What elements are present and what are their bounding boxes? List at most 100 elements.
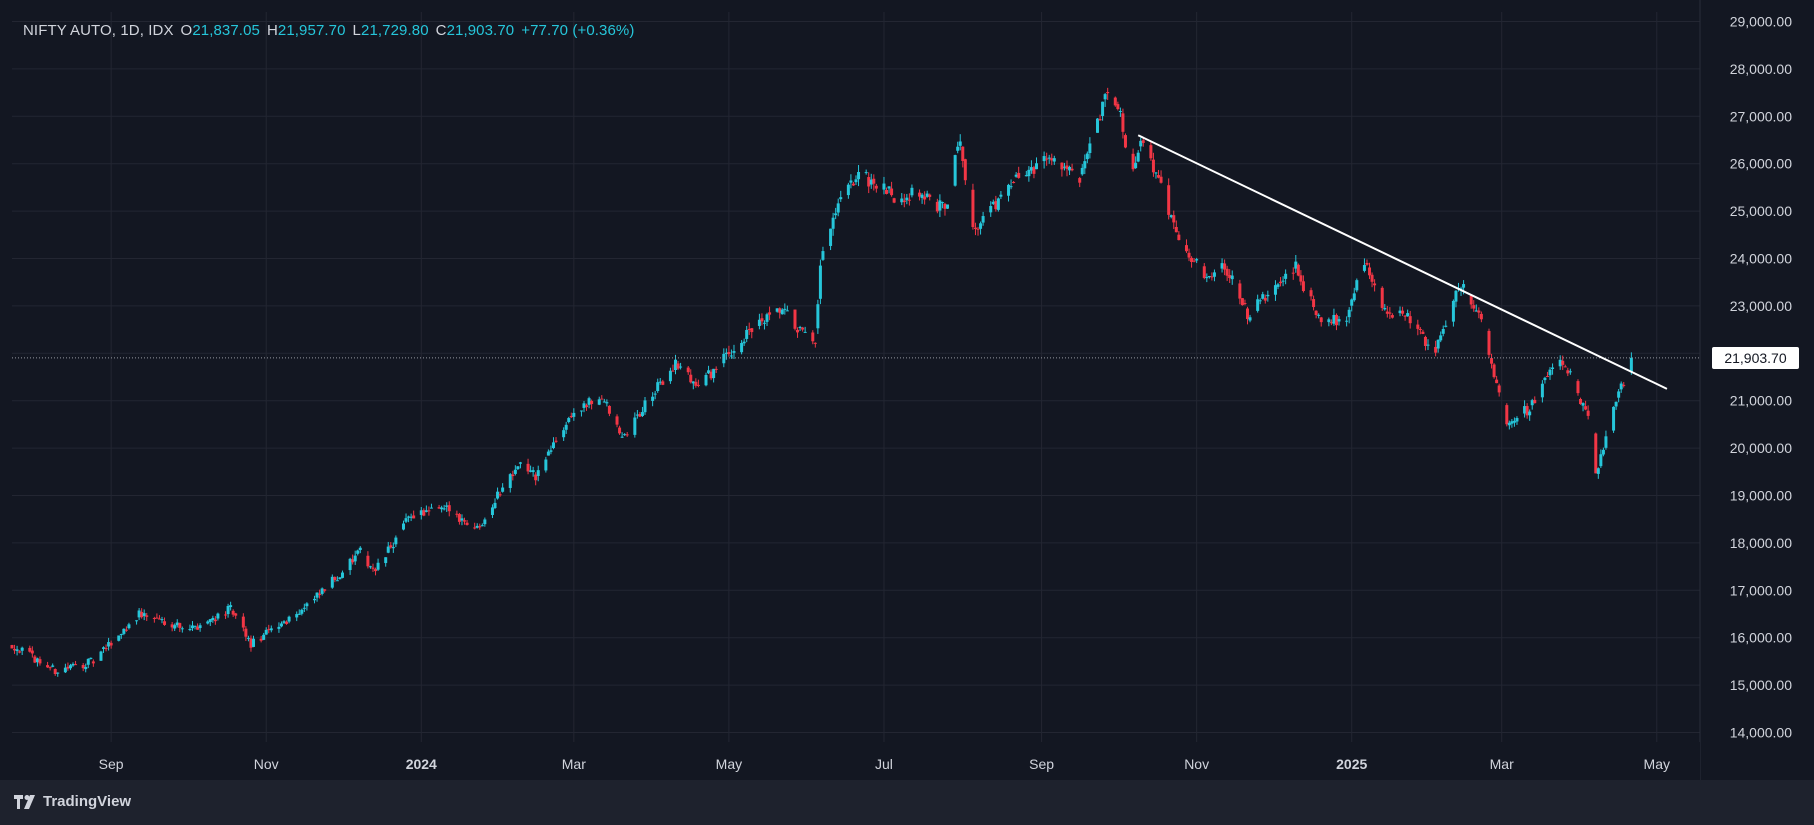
time-tick-label: Jul	[875, 756, 893, 772]
candle	[900, 193, 904, 206]
candle	[394, 535, 398, 548]
candle-body	[216, 613, 220, 619]
candle-body	[625, 434, 629, 436]
candle	[234, 612, 238, 619]
candle-body	[333, 576, 337, 581]
candle	[996, 197, 1000, 212]
candle-body	[1294, 261, 1298, 269]
candle	[615, 414, 619, 428]
candle	[412, 510, 416, 519]
candle	[1202, 263, 1206, 280]
candle-body	[498, 494, 502, 496]
candle-body	[1169, 215, 1173, 218]
candle	[625, 431, 629, 437]
candle-body	[340, 572, 344, 578]
candle	[1332, 308, 1336, 326]
candle-body	[163, 621, 167, 625]
candle	[846, 182, 850, 199]
candle-body	[516, 466, 520, 470]
candle-body	[676, 363, 680, 369]
candle	[279, 621, 283, 628]
candle	[315, 592, 319, 602]
candle	[1533, 396, 1537, 404]
candle-body	[696, 384, 700, 386]
candle-body	[851, 183, 855, 186]
candle-body	[483, 519, 487, 525]
candle	[282, 620, 286, 625]
candle-body	[145, 615, 149, 617]
symbol-legend: NIFTY AUTO, 1D, IDX O21,837.05 H21,957.70 L…	[23, 22, 634, 39]
candle-body	[46, 665, 50, 668]
candle-body	[1261, 294, 1265, 299]
candle-body	[872, 178, 876, 184]
price-tick-label: 19,000.00	[1730, 488, 1792, 504]
tradingview-brand[interactable]: TradingView	[14, 793, 131, 810]
candle	[295, 611, 299, 622]
candle-body	[999, 194, 1003, 197]
candle-body	[391, 547, 395, 549]
candle	[1113, 96, 1117, 107]
candle-body	[836, 203, 840, 213]
candle	[938, 194, 942, 218]
candle	[679, 362, 683, 370]
candle-body	[330, 576, 334, 588]
candle	[277, 622, 281, 633]
candle-body	[152, 617, 156, 619]
candle	[246, 635, 250, 642]
price-chart[interactable]: 14,000.00 15,000.00 16,000.00 17,000.00 18,0…	[0, 0, 1814, 780]
candle	[1350, 298, 1354, 312]
candle	[1515, 416, 1519, 425]
candle	[839, 190, 843, 202]
candle-body	[1490, 358, 1494, 364]
candle-body	[1439, 335, 1443, 341]
candle-body	[831, 217, 835, 229]
candle	[1157, 169, 1161, 179]
candle-body	[496, 491, 500, 499]
candle-body	[249, 638, 253, 648]
candle-body	[1070, 168, 1074, 171]
price-tick-label: 16,000.00	[1730, 630, 1792, 646]
candle-body	[729, 355, 733, 357]
candle	[1601, 447, 1605, 457]
candle-body	[1441, 328, 1445, 334]
symbol-label[interactable]: NIFTY AUTO, 1D, IDX	[23, 22, 174, 39]
candle	[1540, 380, 1544, 403]
candle	[712, 368, 716, 383]
price-tick-label: 17,000.00	[1730, 582, 1792, 598]
candle-body	[902, 200, 906, 203]
candle-body	[534, 474, 538, 481]
candle	[429, 503, 433, 509]
time-axis[interactable]	[0, 742, 1700, 780]
candle-body	[51, 665, 55, 667]
candle-body	[745, 329, 749, 339]
candle	[264, 627, 268, 635]
price-axis[interactable]	[1700, 0, 1814, 780]
candle	[1586, 405, 1590, 420]
candle	[211, 615, 215, 623]
candle	[1523, 400, 1527, 418]
candle	[1014, 172, 1018, 178]
candle	[1296, 263, 1300, 277]
trendline[interactable]	[1137, 134, 1668, 390]
chart-area[interactable]: 14,000.00 15,000.00 16,000.00 17,000.00 18,0…	[0, 0, 1814, 780]
candle-body	[493, 502, 497, 509]
candle	[864, 169, 868, 175]
candle-body	[376, 562, 380, 570]
candle	[241, 613, 245, 632]
candle	[13, 644, 17, 654]
footer-bar: TradingView	[0, 780, 1814, 825]
candle	[249, 635, 253, 652]
candle	[206, 620, 210, 625]
candle-body	[318, 593, 322, 595]
candle-body	[935, 201, 939, 212]
candle	[71, 662, 75, 667]
candle-body	[28, 647, 32, 652]
candle-body	[1373, 283, 1377, 286]
candle	[1080, 164, 1084, 176]
candle-body	[762, 322, 766, 324]
candle-body	[1212, 272, 1216, 277]
candle	[269, 625, 273, 633]
candle-body	[953, 155, 957, 186]
candle-body	[1421, 331, 1425, 334]
candle-body	[1401, 310, 1405, 314]
